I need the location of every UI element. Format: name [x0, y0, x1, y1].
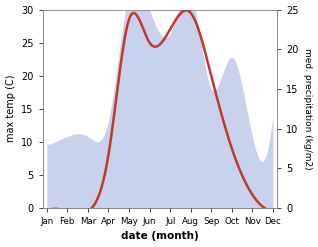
Y-axis label: med. precipitation (kg/m2): med. precipitation (kg/m2): [303, 48, 313, 169]
X-axis label: date (month): date (month): [121, 231, 199, 242]
Y-axis label: max temp (C): max temp (C): [5, 75, 16, 143]
